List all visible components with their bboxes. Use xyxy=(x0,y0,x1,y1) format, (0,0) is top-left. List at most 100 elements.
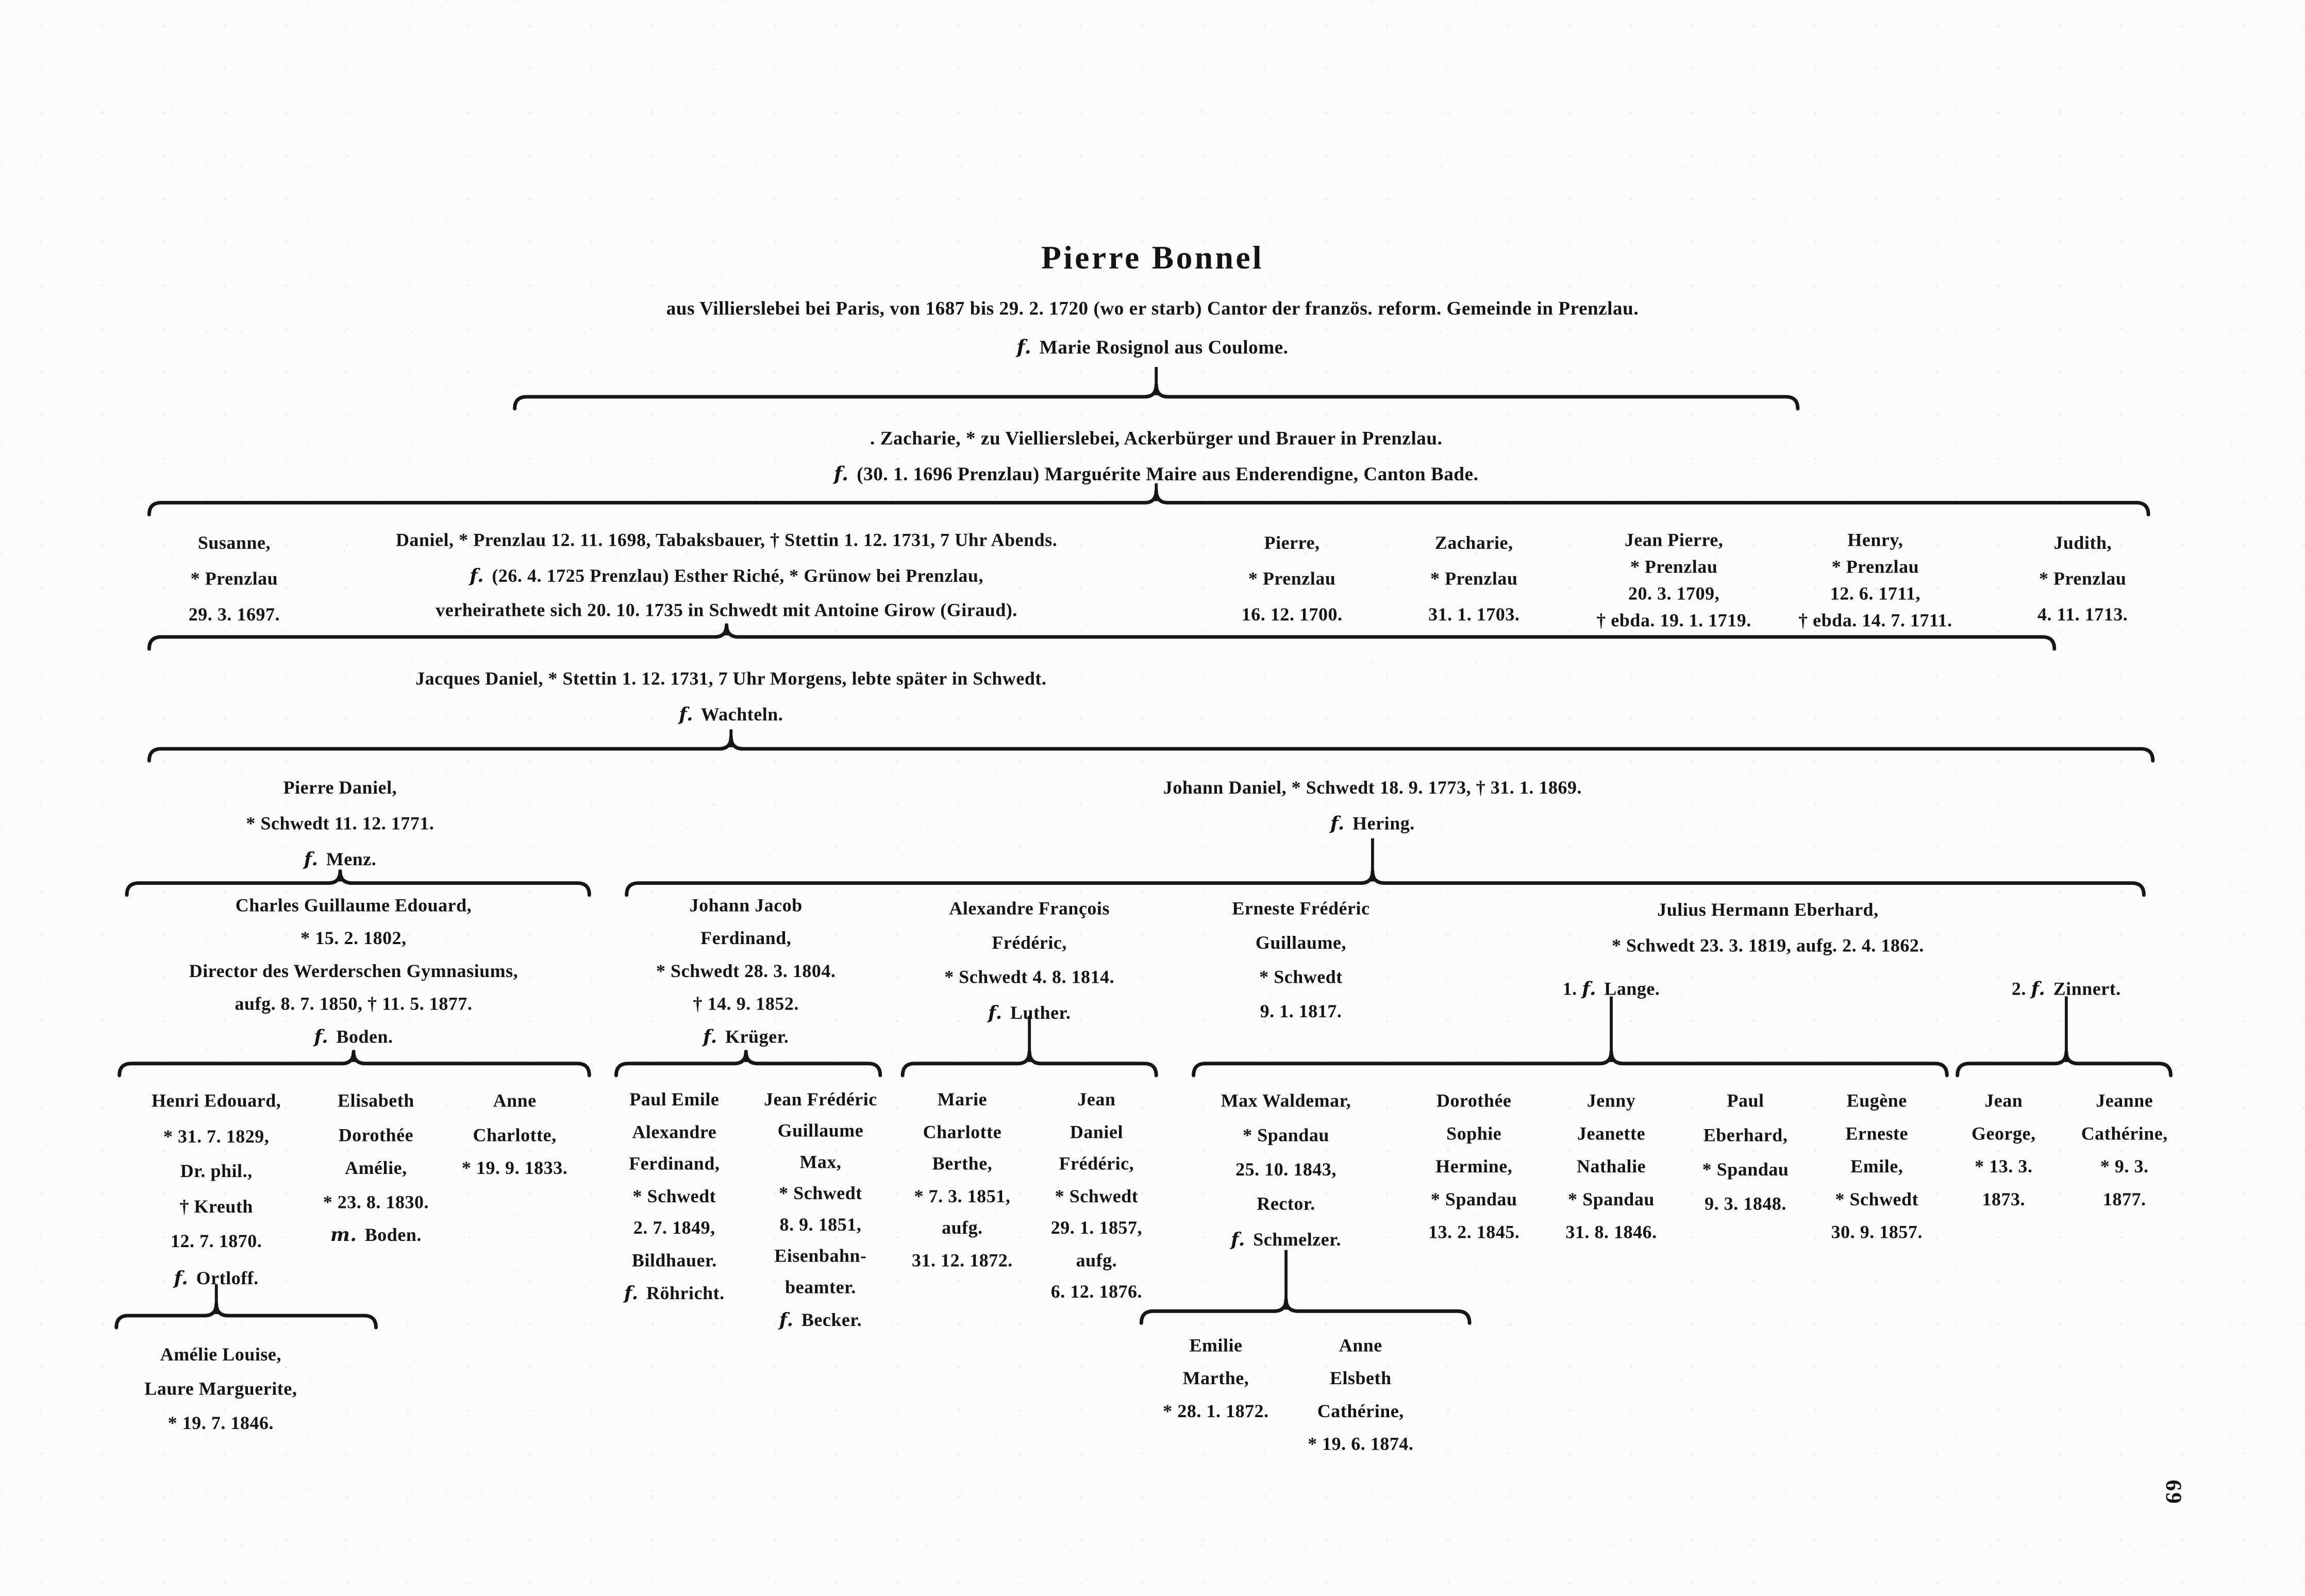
person-block-anne_elsbeth: Anne Elsbeth Cathérine, * 19. 6. 1874. xyxy=(1270,1329,1451,1460)
person-line: * Prenzlau xyxy=(2039,568,2127,590)
stem-line xyxy=(1284,1250,1288,1310)
person-line: f. Schmelzer. xyxy=(1231,1228,1342,1250)
person-block-amelie_louise: Amélie Louise, Laure Marguerite, * 19. 7. … xyxy=(68,1338,374,1441)
person-line: beamter. xyxy=(785,1276,856,1298)
person-line: * Spandau xyxy=(1568,1188,1655,1210)
person-line: f. Krüger. xyxy=(703,1024,789,1047)
person-line: Cathérine, xyxy=(1317,1400,1404,1422)
person-line: Charlotte xyxy=(923,1121,1002,1142)
person-line: aufg. 8. 7. 1850, † 11. 5. 1877. xyxy=(235,993,473,1015)
person-line: * Prenzlau xyxy=(190,568,278,590)
person-line: * Schwedt xyxy=(779,1183,862,1204)
stem-line xyxy=(352,1050,356,1062)
person-line: * 28. 1. 1872. xyxy=(1163,1400,1269,1422)
person-block-charles: Charles Guillaume Edouard, * 15. 2. 1802,… xyxy=(119,889,589,1053)
stem-line xyxy=(725,625,729,636)
person-line: Paul Emile xyxy=(629,1088,720,1110)
stem-line xyxy=(339,871,342,882)
person-line: Charles Guillaume Edouard, xyxy=(235,895,472,916)
person-line: Erneste Frédéric xyxy=(1232,898,1370,919)
bracket-connector xyxy=(147,489,2150,517)
person-line: * Prenzlau xyxy=(1630,556,1718,578)
person-line: Emile, xyxy=(1850,1156,1903,1177)
title-marriage-line: f. Marie Rosignol aus Coulome. xyxy=(1016,337,1289,360)
person-line: * 7. 3. 1851, xyxy=(914,1185,1011,1206)
stem-line xyxy=(744,1050,748,1062)
person-block-paul_eberhard: Paul Eberhard, * Spandau 9. 3. 1848. xyxy=(1650,1084,1841,1221)
person-line: Amélie, xyxy=(345,1157,407,1179)
person-line: * 13. 3. xyxy=(1975,1156,2033,1177)
person-block-henri: Henri Edouard, * 31. 7. 1829, Dr. phil., † … xyxy=(101,1084,332,1296)
person-line: Julius Hermann Eberhard, xyxy=(1657,899,1879,920)
person-line: 4. 11. 1713. xyxy=(2037,604,2128,625)
person-line: Susanne, xyxy=(197,532,271,553)
person-line: . Zacharie, * zu Viellierslebei, Ackerbü… xyxy=(870,428,1443,449)
person-line: 29. 3. 1697. xyxy=(188,604,280,625)
person-line: * 19. 9. 1833. xyxy=(461,1157,568,1179)
person-line: Alexandre xyxy=(632,1121,717,1142)
person-block-jenny: Jenny Jeanette Nathalie * Spandau 31. 8. 184… xyxy=(1516,1084,1707,1248)
person-line: * Schwedt xyxy=(1259,966,1343,988)
person-line: Frédéric, xyxy=(1059,1153,1134,1174)
person-line: † ebda. 14. 7. 1711. xyxy=(1798,610,1952,631)
person-line: Pierre Daniel, xyxy=(283,777,397,798)
person-line: Amélie Louise, xyxy=(160,1343,281,1365)
person-line: * 15. 2. 1802, xyxy=(300,928,407,949)
person-line: † 14. 9. 1852. xyxy=(693,993,799,1015)
person-line: * Spandau xyxy=(1702,1159,1789,1180)
stem-line xyxy=(214,1284,219,1315)
stem-line xyxy=(1028,1016,1031,1062)
person-line: f. Wachteln. xyxy=(679,702,783,725)
person-block-emilie_marthe: Emilie Marthe, * 28. 1. 1872. xyxy=(1128,1329,1304,1427)
person-line: 1877. xyxy=(2102,1188,2146,1210)
person-line: * Prenzlau xyxy=(1430,568,1518,590)
person-line: * Schwedt xyxy=(632,1185,716,1206)
bracket-connector xyxy=(1192,1050,1949,1078)
person-block-dorothee: Dorothée Sophie Hermine, * Spandau 13. 2. 18… xyxy=(1379,1084,1569,1248)
person-line: * 9. 3. xyxy=(2100,1156,2149,1177)
person-line: Jean xyxy=(1077,1088,1116,1110)
person-line: 16. 12. 1700. xyxy=(1241,604,1343,625)
bracket-connector xyxy=(147,623,2057,651)
person-line: Elisabeth xyxy=(338,1090,414,1112)
person-line: 9. 1. 1817. xyxy=(1260,1001,1342,1022)
person-block-judith: Judith, * Prenzlau 4. 11. 1713. xyxy=(1978,525,2187,632)
person-block-henry: Henry, * Prenzlau 12. 6. 1711, † ebda. 14. … xyxy=(1730,527,2020,634)
person-line: Charlotte, xyxy=(473,1124,557,1145)
bracket-connector xyxy=(625,869,2146,897)
bracket-connector xyxy=(114,1302,378,1330)
stem-line xyxy=(1371,838,1375,882)
person-line: Marie xyxy=(937,1088,988,1110)
person-block-zinnert: 2. f. Zinnert. xyxy=(1958,972,2175,1005)
page-title: Pierre Bonnel xyxy=(1041,239,1264,276)
person-line: * 31. 7. 1829, xyxy=(163,1125,270,1147)
bracket-connector xyxy=(125,869,591,897)
person-line: Johann Daniel, * Schwedt 18. 9. 1773, † … xyxy=(1163,777,1582,798)
stem-line xyxy=(2064,996,2068,1062)
person-block-erneste: Erneste Frédéric Guillaume, * Schwedt 9. 1.… xyxy=(1163,892,1439,1029)
person-block-paul_emile: Paul Emile Alexandre Ferdinand, * Schwedt 2.… xyxy=(579,1084,770,1311)
person-block-zacharie: Zacharie, * Prenzlau 31. 1. 1703. xyxy=(1369,525,1578,632)
person-line: 31. 12. 1872. xyxy=(912,1249,1013,1270)
person-line: * Schwedt 4. 8. 1814. xyxy=(944,966,1115,988)
person-line: Eisenbahn- xyxy=(774,1245,867,1267)
person-line: * 23. 8. 1830. xyxy=(323,1191,429,1212)
person-line: † Kreuth xyxy=(179,1195,253,1217)
person-line: † ebda. 19. 1. 1719. xyxy=(1596,610,1751,631)
person-block-jacques_daniel: Jacques Daniel, * Stettin 1. 12. 1731, 7… xyxy=(261,661,1201,732)
person-line: * Spandau xyxy=(1243,1124,1329,1146)
person-line: f. Luther. xyxy=(988,1001,1071,1023)
bracket-connector xyxy=(1956,1050,2173,1078)
person-block-pierre: Pierre, * Prenzlau 16. 12. 1700. xyxy=(1188,525,1396,632)
person-line: * Spandau xyxy=(1430,1188,1517,1210)
person-line: Max Waldemar, xyxy=(1221,1090,1351,1112)
person-line: * Prenzlau xyxy=(1248,568,1336,590)
person-line: Henri Edouard, xyxy=(152,1090,281,1112)
person-line: Max, xyxy=(799,1151,842,1173)
person-line: * Schwedt xyxy=(1835,1188,1919,1210)
person-block-zacharie_parent: . Zacharie, * zu Viellierslebei, Ackerbü… xyxy=(574,421,1738,494)
person-block-jeanne_catherine: Jeanne Cathérine, * 9. 3. 1877. xyxy=(2041,1084,2208,1216)
person-line: Dorothée xyxy=(338,1124,414,1145)
person-line: Eberhard, xyxy=(1703,1124,1788,1146)
title-subtitle: aus Villierslebei bei Paris, von 1687 bi… xyxy=(666,298,1639,320)
